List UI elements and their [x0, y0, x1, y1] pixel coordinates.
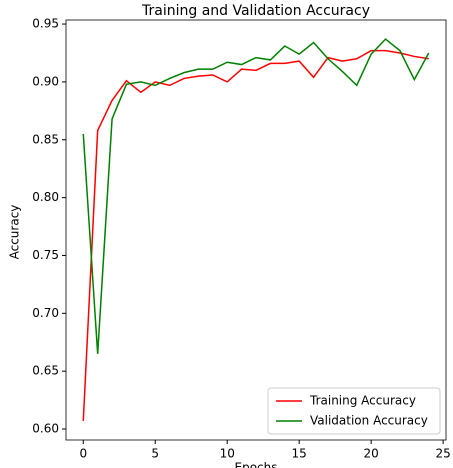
y-tick-label: 0.85: [32, 132, 59, 146]
y-tick-label: 0.65: [32, 364, 59, 378]
x-tick-label: 25: [435, 447, 450, 461]
legend-label: Training Accuracy: [309, 394, 416, 408]
y-tick-label: 0.80: [32, 190, 59, 204]
y-axis-label: Accuracy: [8, 205, 22, 260]
x-tick-label: 15: [292, 447, 307, 461]
y-tick-label: 0.90: [32, 74, 59, 88]
y-tick-label: 0.60: [32, 422, 59, 436]
chart-title: Training and Validation Accuracy: [141, 3, 370, 19]
x-tick-label: 0: [79, 447, 87, 461]
plot-frame: [65, 19, 447, 441]
x-tick-label: 5: [151, 447, 159, 461]
y-tick-label: 0.75: [32, 248, 59, 262]
series-line: [82, 49, 429, 421]
x-tick-label: 20: [364, 447, 379, 461]
y-tick-label: 0.95: [32, 17, 59, 31]
legend-label: Validation Accuracy: [310, 414, 428, 428]
legend-box: [267, 387, 441, 435]
series-line: [82, 38, 430, 354]
y-tick-label: 0.70: [32, 306, 59, 320]
x-tick-label: 10: [220, 447, 235, 461]
x-axis-label: Epochs: [235, 461, 278, 468]
